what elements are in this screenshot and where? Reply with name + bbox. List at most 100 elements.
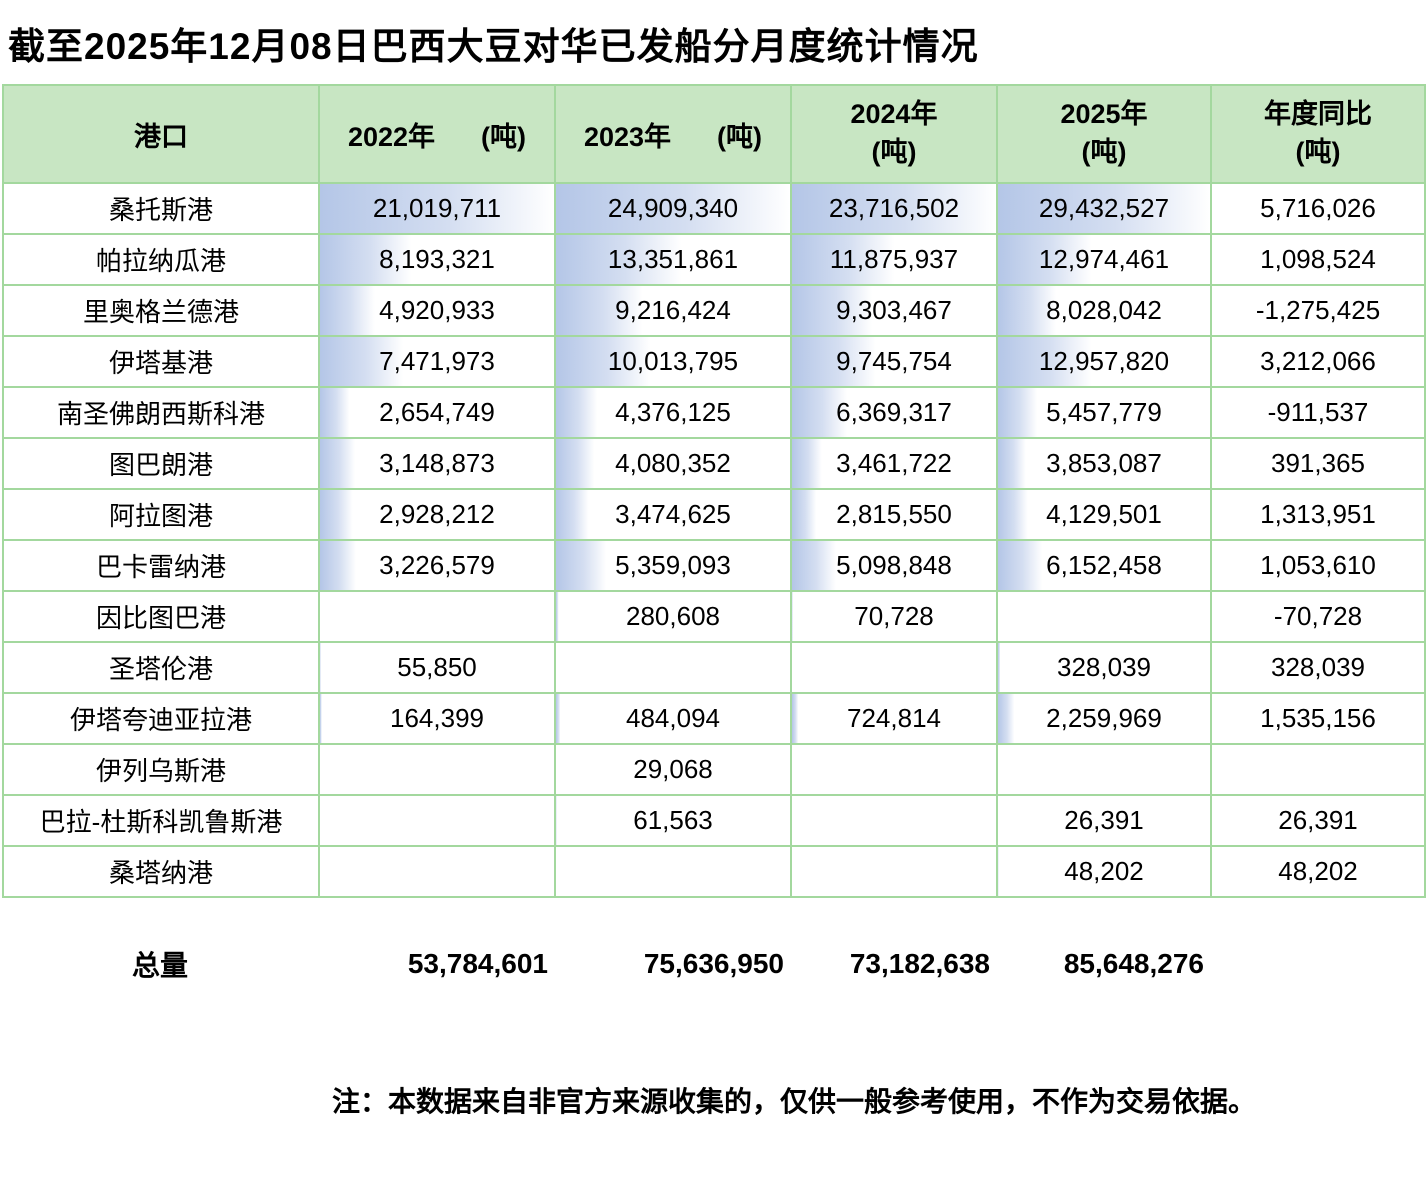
table-row: 图巴朗港 3,148,873 4,080,352 3,461,722 3,853,087… [2, 437, 1426, 490]
table-row: 伊塔夸迪亚拉港 164,399 484,094 724,814 2,259,969 1,5… [2, 692, 1426, 745]
year-value-cell: 61,563 [554, 794, 792, 847]
port-name: 伊塔基港 [2, 335, 320, 388]
year-value-cell: 48,202 [996, 845, 1212, 898]
col-header-2024-label: 2024年 [850, 99, 938, 130]
col-header-yoy-unit: (吨) [1295, 137, 1341, 167]
table-row: 因比图巴港 280,608 70,728 -70,728 [2, 590, 1426, 643]
year-value-cell [318, 590, 556, 643]
port-name: 桑托斯港 [2, 182, 320, 235]
year-value-cell: 3,461,722 [790, 437, 998, 490]
yoy-value-cell: 5,716,026 [1210, 182, 1426, 235]
col-header-2022: 2022年 (吨) [318, 84, 556, 184]
yoy-value-cell: -70,728 [1210, 590, 1426, 643]
table-row: 帕拉纳瓜港 8,193,321 13,351,861 11,875,937 12,974… [2, 233, 1426, 286]
col-header-2023: 2023年 (吨) [554, 84, 792, 184]
port-name: 因比图巴港 [2, 590, 320, 643]
table-row: 桑塔纳港 48,202 48,202 [2, 845, 1426, 898]
year-value-cell [996, 743, 1212, 796]
year-value-cell: 55,850 [318, 641, 556, 694]
table-header: 港口 2022年 (吨) 2023年 (吨) 2024年 (吨) [2, 84, 1426, 184]
year-value-cell: 26,391 [996, 794, 1212, 847]
table-row: 桑托斯港 21,019,711 24,909,340 23,716,502 29,432… [2, 182, 1426, 235]
year-value-cell [554, 641, 792, 694]
year-value-cell: 7,471,973 [318, 335, 556, 388]
yoy-value-cell: -911,537 [1210, 386, 1426, 439]
year-value-cell: 24,909,340 [554, 182, 792, 235]
shipments-table: 港口 2022年 (吨) 2023年 (吨) 2024年 (吨) [2, 84, 1426, 898]
year-value-cell: 3,853,087 [996, 437, 1212, 490]
page-title: 截至2025年12月08日巴西大豆对华已发船分月度统计情况 [8, 26, 979, 67]
year-value-cell: 724,814 [790, 692, 998, 745]
year-value-cell: 9,745,754 [790, 335, 998, 388]
year-value-cell [790, 743, 998, 796]
yoy-value-cell: 328,039 [1210, 641, 1426, 694]
table-row: 阿拉图港 2,928,212 3,474,625 2,815,550 4,129,501… [2, 488, 1426, 541]
year-value-cell: 4,129,501 [996, 488, 1212, 541]
year-value-cell: 12,974,461 [996, 233, 1212, 286]
totals-row: 总量 53,784,601 75,636,950 73,182,638 85,6… [2, 944, 1426, 984]
col-header-2024-unit: (吨) [871, 137, 917, 167]
year-value-cell: 10,013,795 [554, 335, 792, 388]
table-row: 伊塔基港 7,471,973 10,013,795 9,745,754 12,957,8… [2, 335, 1426, 388]
year-value-cell: 4,080,352 [554, 437, 792, 490]
yoy-value-cell: 1,098,524 [1210, 233, 1426, 286]
year-value-cell: 5,457,779 [996, 386, 1212, 439]
col-header-2023-label: 2023年 [583, 121, 672, 152]
year-value-cell [318, 845, 556, 898]
year-value-cell: 6,369,317 [790, 386, 998, 439]
year-value-cell [318, 794, 556, 847]
year-value-cell: 484,094 [554, 692, 792, 745]
totals-label: 总量 [131, 950, 188, 981]
year-value-cell: 2,928,212 [318, 488, 556, 541]
yoy-value-cell: 1,535,156 [1210, 692, 1426, 745]
year-value-cell: 2,259,969 [996, 692, 1212, 745]
port-name: 桑塔纳港 [2, 845, 320, 898]
col-header-port: 港口 [2, 84, 320, 184]
table-row: 巴卡雷纳港 3,226,579 5,359,093 5,098,848 6,152,45… [2, 539, 1426, 592]
year-value-cell [996, 590, 1212, 643]
col-header-2022-unit: (吨) [481, 121, 527, 152]
port-name: 伊塔夸迪亚拉港 [2, 692, 320, 745]
col-header-yoy-label: 年度同比 [1264, 99, 1372, 130]
col-header-2024: 2024年 (吨) [790, 84, 998, 184]
port-name: 伊列乌斯港 [2, 743, 320, 796]
col-header-yoy: 年度同比 (吨) [1210, 84, 1426, 184]
col-header-2025-label: 2025年 [1060, 99, 1148, 130]
year-value-cell: 8,028,042 [996, 284, 1212, 337]
yoy-value-cell: 1,053,610 [1210, 539, 1426, 592]
yoy-value-cell [1210, 743, 1426, 796]
year-value-cell: 3,474,625 [554, 488, 792, 541]
yoy-value-cell: 1,313,951 [1210, 488, 1426, 541]
col-header-2023-unit: (吨) [717, 121, 763, 152]
port-name: 里奥格兰德港 [2, 284, 320, 337]
year-value-cell: 4,920,933 [318, 284, 556, 337]
year-value-cell [790, 845, 998, 898]
total-2022: 53,784,601 [407, 948, 548, 979]
port-name: 帕拉纳瓜港 [2, 233, 320, 286]
col-header-2022-label: 2022年 [347, 121, 436, 152]
year-value-cell: 5,359,093 [554, 539, 792, 592]
port-name: 南圣佛朗西斯科港 [2, 386, 320, 439]
year-value-cell: 3,148,873 [318, 437, 556, 490]
col-header-2025: 2025年 (吨) [996, 84, 1212, 184]
yoy-value-cell: 391,365 [1210, 437, 1426, 490]
year-value-cell: 11,875,937 [790, 233, 998, 286]
year-value-cell: 280,608 [554, 590, 792, 643]
year-value-cell: 3,226,579 [318, 539, 556, 592]
year-value-cell: 13,351,861 [554, 233, 792, 286]
port-name: 阿拉图港 [2, 488, 320, 541]
year-value-cell [790, 641, 998, 694]
table-body: 桑托斯港 21,019,711 24,909,340 23,716,502 29,432… [2, 182, 1426, 898]
year-value-cell: 23,716,502 [790, 182, 998, 235]
year-value-cell: 5,098,848 [790, 539, 998, 592]
col-header-2025-unit: (吨) [1081, 137, 1127, 167]
table-row: 巴拉-杜斯科凯鲁斯港 61,563 26,391 26,391 [2, 794, 1426, 847]
table-row: 南圣佛朗西斯科港 2,654,749 4,376,125 6,369,317 5,457… [2, 386, 1426, 439]
col-header-port-label: 港口 [134, 121, 188, 152]
year-value-cell: 29,432,527 [996, 182, 1212, 235]
year-value-cell: 70,728 [790, 590, 998, 643]
total-2024: 73,182,638 [849, 948, 990, 979]
port-name: 图巴朗港 [2, 437, 320, 490]
table-row: 里奥格兰德港 4,920,933 9,216,424 9,303,467 8,028,0… [2, 284, 1426, 337]
footnote: 注：本数据来自非官方来源收集的，仅供一般参考使用，不作为交易依据。 [332, 1086, 1257, 1117]
